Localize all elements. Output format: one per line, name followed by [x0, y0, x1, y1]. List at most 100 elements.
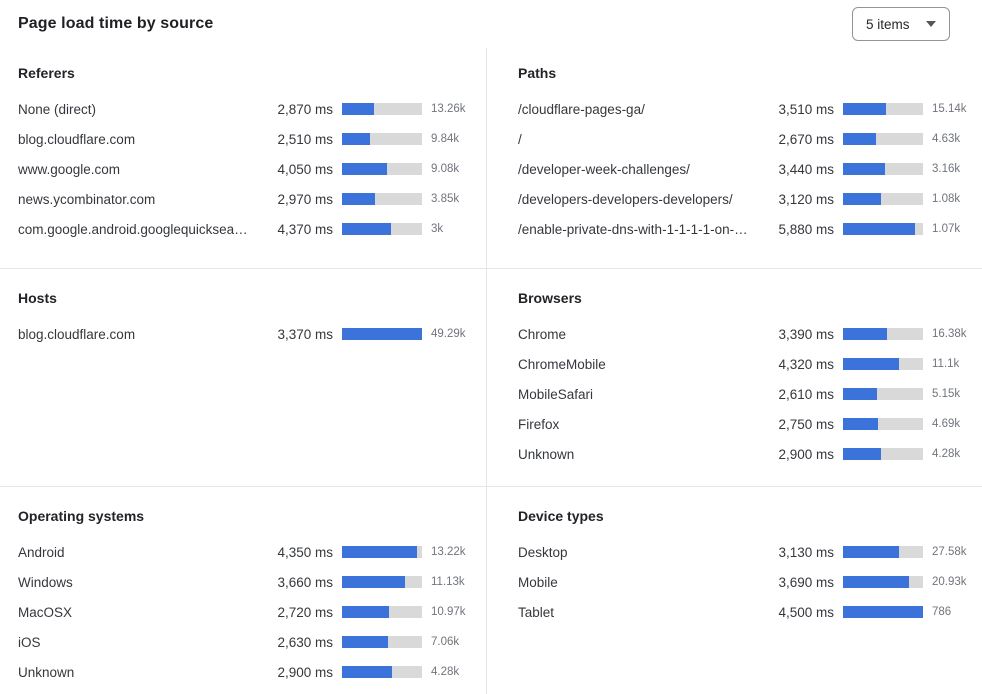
- row-ms-value: 4,050 ms: [277, 161, 333, 177]
- chart-row[interactable]: Chrome 3,390 ms 16.38k: [518, 319, 978, 349]
- row-ms-value: 2,900 ms: [277, 664, 333, 680]
- chart-row[interactable]: MobileSafari 2,610 ms 5.15k: [518, 379, 978, 409]
- bar-fill: [843, 133, 876, 145]
- chart-row[interactable]: news.ycombinator.com 2,970 ms 3.85k: [18, 184, 477, 214]
- row-count: 4.28k: [932, 448, 961, 460]
- row-count: 15.14k: [932, 103, 967, 115]
- panel-rows: Android 4,350 ms 13.22k Windows 3,660 ms 11.1…: [18, 537, 477, 687]
- bar-track: [342, 666, 422, 678]
- row-count: 10.97k: [431, 606, 466, 618]
- bar-track: [342, 636, 422, 648]
- row-count: 49.29k: [431, 328, 466, 340]
- chart-row[interactable]: / 2,670 ms 4.63k: [518, 124, 978, 154]
- row-count: 20.93k: [932, 576, 967, 588]
- panel-title: Device types: [518, 508, 604, 524]
- chart-row[interactable]: Unknown 2,900 ms 4.28k: [18, 657, 477, 687]
- chart-row[interactable]: Windows 3,660 ms 11.13k: [18, 567, 477, 597]
- row-count: 16.38k: [932, 328, 967, 340]
- chart-row[interactable]: /cloudflare-pages-ga/3,510 ms 15.14k: [518, 94, 978, 124]
- row-label: /: [518, 131, 522, 147]
- bar-fill: [342, 103, 374, 115]
- chart-row[interactable]: Android 4,350 ms 13.22k: [18, 537, 477, 567]
- row-label: /cloudflare-pages-ga/: [518, 101, 645, 117]
- row-ms-value: 3,690 ms: [778, 574, 834, 590]
- panel-title: Referers: [18, 65, 75, 81]
- row-count: 7.06k: [431, 636, 460, 648]
- chart-row[interactable]: blog.cloudflare.com 2,510 ms 9.84k: [18, 124, 477, 154]
- row-count: 13.26k: [431, 103, 466, 115]
- panel-title: Paths: [518, 65, 557, 81]
- row-ms-value: 2,870 ms: [277, 101, 333, 117]
- row-label: blog.cloudflare.com: [18, 326, 136, 342]
- bar-track: [843, 576, 923, 588]
- bar-track: [843, 328, 923, 340]
- row-label: Firefox: [518, 416, 560, 432]
- row-count: 3k: [431, 223, 444, 235]
- bar-fill: [843, 418, 879, 430]
- chart-row[interactable]: ChromeMobile 4,320 ms 11.1k: [518, 349, 978, 379]
- chart-row[interactable]: Firefox 2,750 ms 4.69k: [518, 409, 978, 439]
- chart-row[interactable]: /developers-developers-developers/3,120 …: [518, 184, 978, 214]
- row-ms-value: 3,440 ms: [778, 161, 834, 177]
- row-ms-value: 2,610 ms: [778, 386, 834, 402]
- chart-row[interactable]: /developer-week-challenges/3,440 ms 3.16k: [518, 154, 978, 184]
- row-ms-value: 4,320 ms: [778, 356, 834, 372]
- bar-fill: [843, 328, 887, 340]
- chart-row[interactable]: com.google.android.googlequicksearc… 4,37…: [18, 214, 477, 244]
- bar-fill: [843, 193, 882, 205]
- row-count: 13.22k: [431, 546, 466, 558]
- bar-track: [342, 606, 422, 618]
- chart-row[interactable]: iOS 2,630 ms 7.06k: [18, 627, 477, 657]
- row-ms-value: 3,370 ms: [277, 326, 333, 342]
- chart-row[interactable]: blog.cloudflare.com 3,370 ms 49.29k: [18, 319, 477, 349]
- bar-fill: [342, 546, 418, 558]
- row-ms-value: 3,390 ms: [778, 326, 834, 342]
- bar-track: [342, 163, 422, 175]
- row-ms-value: 2,510 ms: [277, 131, 333, 147]
- bar-track: [843, 193, 923, 205]
- row-ms-value: 2,670 ms: [778, 131, 834, 147]
- page-title: Page load time by source: [18, 15, 214, 32]
- chart-row[interactable]: Tablet 4,500 ms 786: [518, 597, 978, 627]
- row-label: www.google.com: [18, 161, 121, 177]
- bar-track: [342, 546, 422, 558]
- row-label: Android: [18, 544, 65, 560]
- bar-track: [843, 546, 923, 558]
- chart-row[interactable]: Unknown 2,900 ms 4.28k: [518, 439, 978, 469]
- bar-fill: [843, 606, 923, 618]
- bar-track: [843, 163, 923, 175]
- chart-row[interactable]: Mobile 3,690 ms 20.93k: [518, 567, 978, 597]
- bar-track: [342, 328, 422, 340]
- row-ms-value: 4,350 ms: [277, 544, 333, 560]
- row-ms-value: 5,880 ms: [778, 221, 834, 237]
- chart-row[interactable]: /enable-private-dns-with-1-1-1-1-on-… 5,8…: [518, 214, 978, 244]
- bar-fill: [843, 576, 909, 588]
- row-label: /enable-private-dns-with-1-1-1-1-on-…: [518, 221, 748, 237]
- chart-row[interactable]: www.google.com 4,050 ms 9.08k: [18, 154, 477, 184]
- row-label: MobileSafari: [518, 386, 594, 402]
- row-label: /developer-week-challenges/: [518, 161, 690, 177]
- bar-track: [342, 576, 422, 588]
- row-ms-value: 2,750 ms: [778, 416, 834, 432]
- chart-row[interactable]: None (direct) 2,870 ms 13.26k: [18, 94, 477, 124]
- bar-track: [843, 358, 923, 370]
- bar-fill: [843, 163, 886, 175]
- panel-rows: Chrome 3,390 ms 16.38k ChromeMobile 4,320 ms…: [518, 319, 978, 469]
- bar-fill: [342, 606, 390, 618]
- row-count: 1.08k: [932, 193, 961, 205]
- bar-track: [342, 223, 422, 235]
- bar-fill: [843, 103, 887, 115]
- row-count: 27.58k: [932, 546, 967, 558]
- bar-fill: [843, 358, 899, 370]
- row-count: 9.84k: [431, 133, 460, 145]
- row-label: Unknown: [518, 446, 575, 462]
- chart-row[interactable]: Desktop 3,130 ms 27.58k: [518, 537, 978, 567]
- bar-fill: [342, 576, 406, 588]
- bar-fill: [843, 546, 899, 558]
- items-count-select[interactable]: 5 items: [852, 7, 950, 41]
- row-label: Chrome: [518, 326, 567, 342]
- row-ms-value: 2,970 ms: [277, 191, 333, 207]
- bar-track: [843, 133, 923, 145]
- chart-row[interactable]: MacOSX 2,720 ms 10.97k: [18, 597, 477, 627]
